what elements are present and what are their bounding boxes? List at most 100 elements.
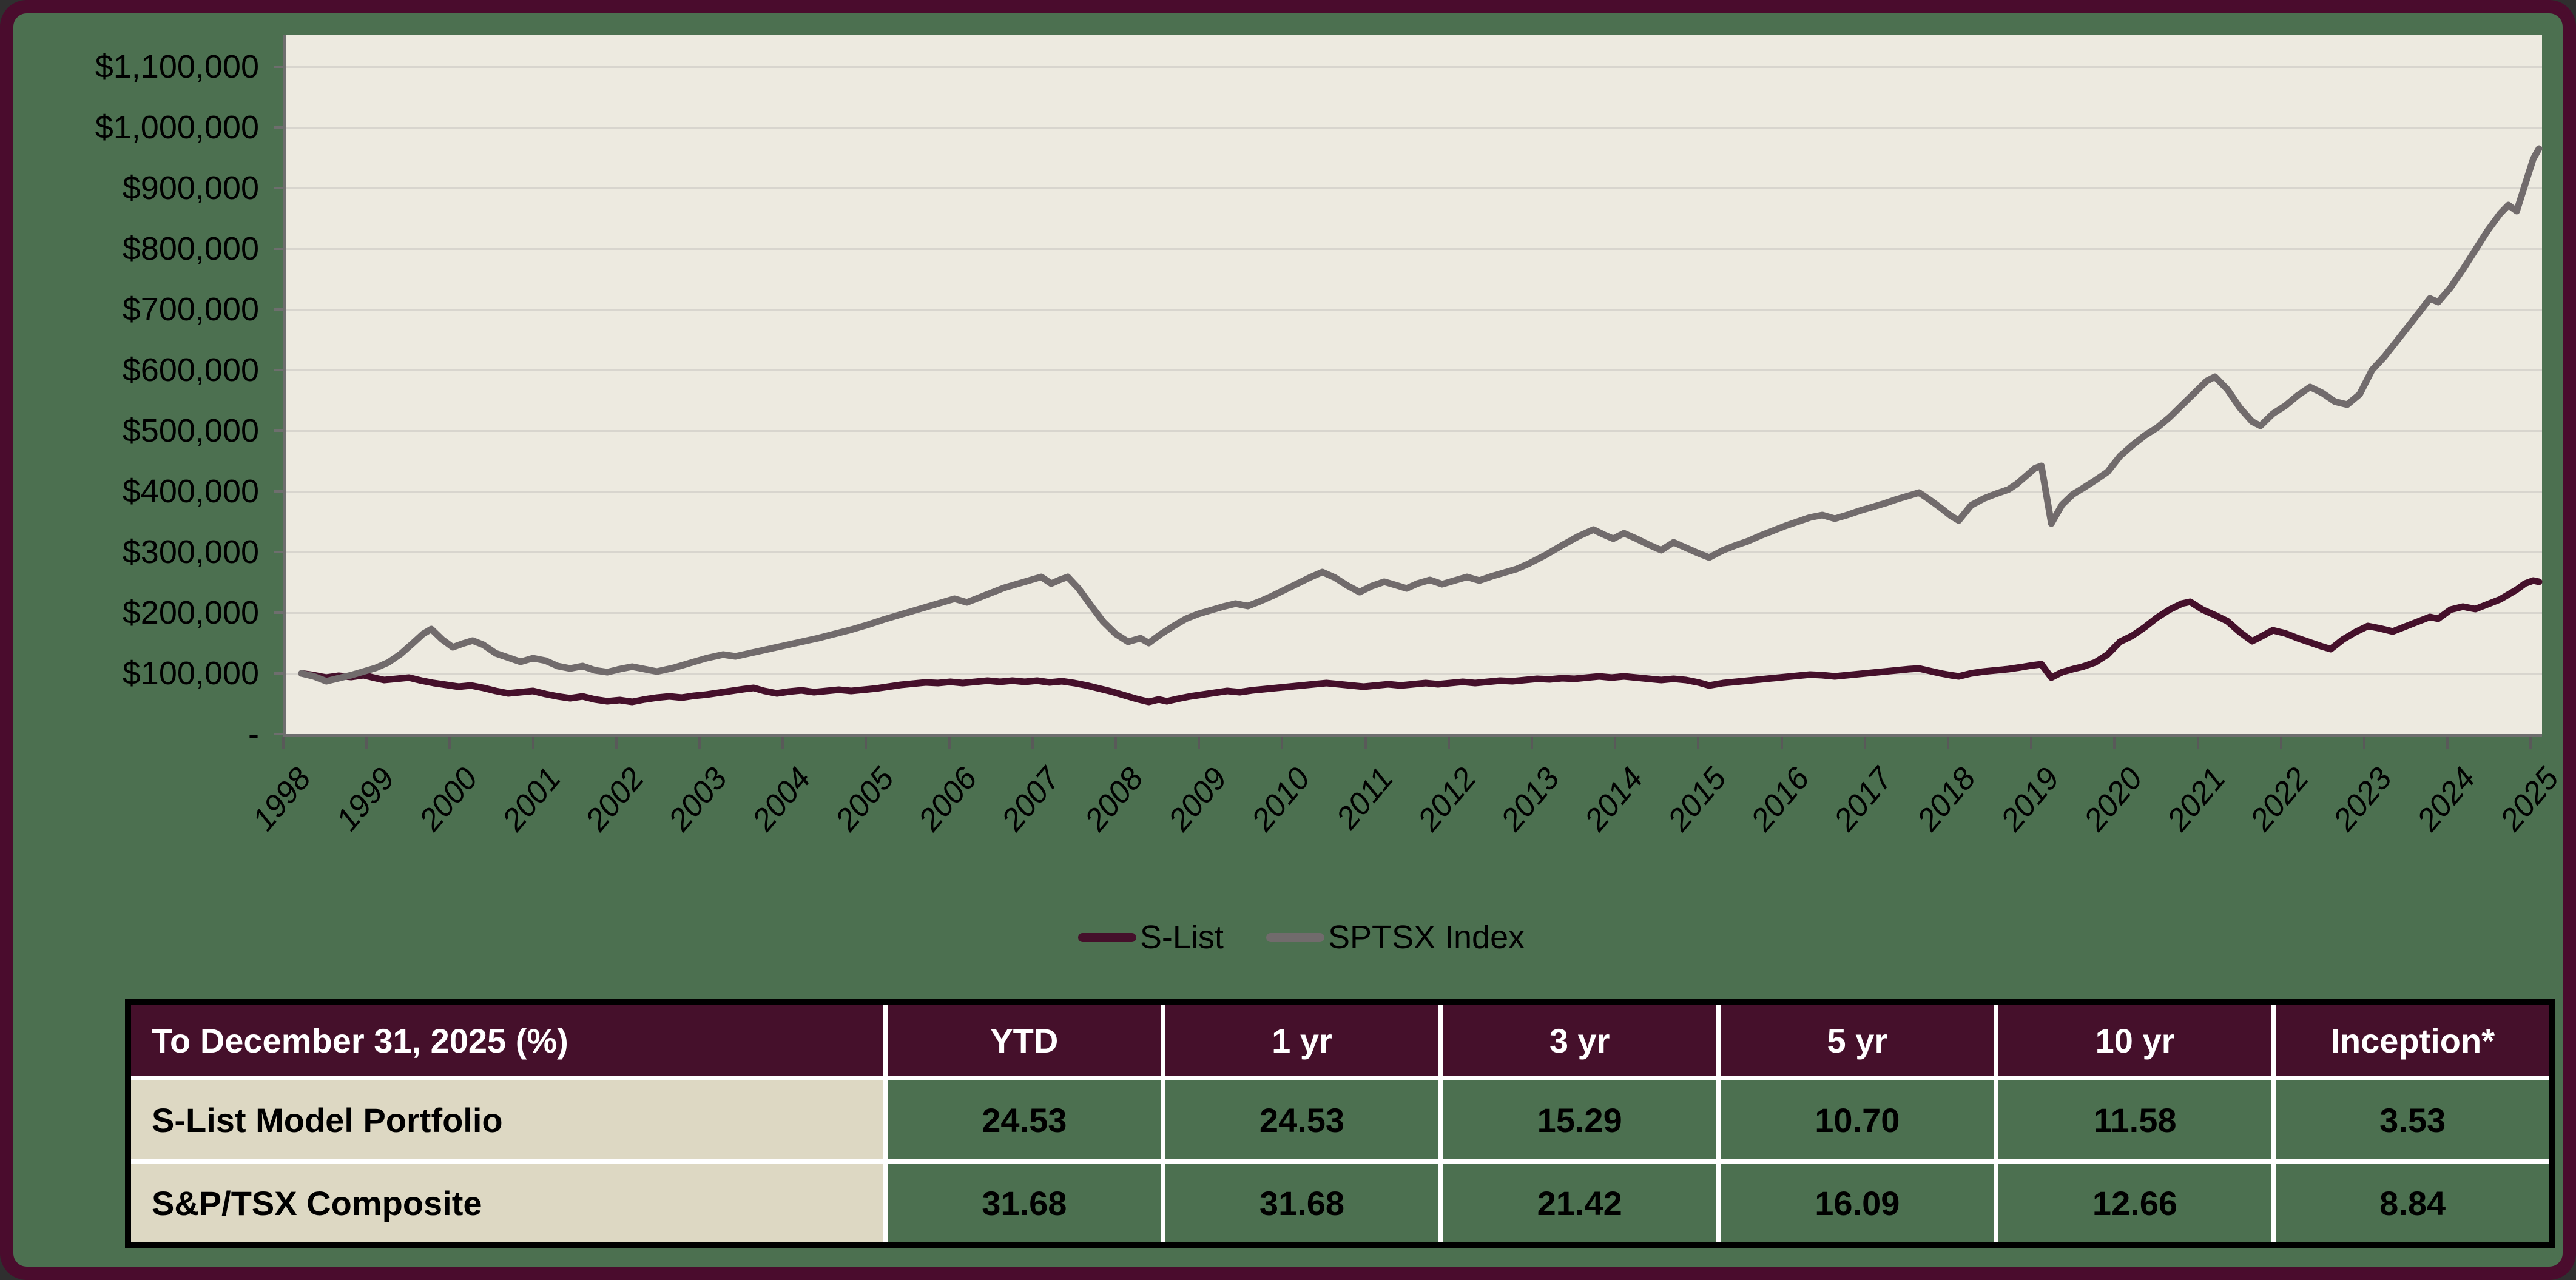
legend-item-s-list: S-List [1077,918,1224,956]
gridline [286,127,2542,129]
row-label-sptsx-composite: S&P/TSX Composite [131,1164,883,1242]
x-axis-label: 2018 [1910,761,1983,838]
x-axis-label: 2010 [1244,761,1317,838]
x-axis-tick [1364,737,1367,749]
x-axis-label: 2020 [2077,761,2149,838]
x-axis-label: 2011 [1329,761,1400,836]
s-list-1yr-value: 24.53 [1165,1080,1439,1159]
table-header-inception: Inception* [2276,1005,2549,1076]
table-header-3yr: 3 yr [1443,1005,1716,1076]
gridline [286,309,2542,311]
x-axis-label: 2024 [2410,761,2483,838]
s-list-5yr-value: 10.70 [1720,1080,1994,1159]
y-axis-tick [274,308,283,311]
x-axis-label: 2003 [662,761,735,838]
x-axis-label: 2001 [496,761,568,838]
legend-label-s-list: S-List [1139,919,1224,955]
y-axis-tick [274,551,283,553]
x-axis-label: 1999 [329,761,402,838]
y-axis-label: $1,100,000 [95,49,259,85]
x-axis-label: 2007 [995,761,1068,838]
y-axis-label: - [248,716,259,752]
y-axis-tick [274,490,283,493]
gridline [286,369,2542,371]
x-axis-tick [615,737,618,749]
y-axis-tick [274,369,283,371]
gridline [286,673,2542,675]
x-axis-tick [2363,737,2365,749]
x-axis-tick [2196,737,2199,749]
table-header-1yr: 1 yr [1165,1005,1439,1076]
x-axis-label: 2023 [2327,761,2399,838]
row-label-s-list-model-portfolio: S-List Model Portfolio [131,1080,883,1159]
sptsx-5yr-value: 16.09 [1720,1164,1994,1242]
gridline [286,491,2542,493]
x-axis-tick [1531,737,1533,749]
s-list-inception-value: 3.53 [2276,1080,2549,1159]
x-axis-tick [2279,737,2282,749]
performance-table: To December 31, 2025 (%) YTD 1 yr 3 yr 5… [125,999,2555,1248]
s-list-10yr-value: 11.58 [1998,1080,2272,1159]
x-axis-tick [1947,737,1949,749]
sptsx-ytd-value: 31.68 [888,1164,1161,1242]
x-axis-label: 2013 [1494,761,1567,838]
x-axis-tick [865,737,868,749]
sptsx-line-swatch-icon [1266,932,1324,942]
x-axis-tick [2529,737,2532,749]
y-axis-tick [274,611,283,614]
x-axis-label: 1998 [246,761,319,838]
sptsx-1yr-value: 31.68 [1165,1164,1439,1242]
y-axis-label: $300,000 [122,534,259,570]
table-header-period: To December 31, 2025 (%) [131,1005,883,1076]
y-axis-tick [274,672,283,675]
x-axis-label: 2006 [912,761,984,838]
y-axis-label: $100,000 [122,655,259,692]
x-axis-tick [1863,737,1866,749]
x-axis-label: 2009 [1161,761,1234,838]
y-axis-label: $800,000 [122,231,259,267]
x-axis-tick [2446,737,2449,749]
gridline [286,66,2542,68]
gridline [286,248,2542,250]
y-axis-label: $1,000,000 [95,109,259,146]
x-axis-label: 2000 [412,761,485,838]
y-axis-label: $500,000 [122,413,259,449]
y-axis-label: $200,000 [122,595,259,631]
x-axis-label: 2004 [745,761,818,838]
sptsx-3yr-value: 21.42 [1443,1164,1716,1242]
s-list-3yr-value: 15.29 [1443,1080,1716,1159]
x-axis-label: 2016 [1744,761,1816,838]
x-axis-label: 2012 [1411,761,1484,838]
y-axis-tick [274,66,283,68]
x-axis-tick [1114,737,1117,749]
x-axis-tick [1447,737,1450,749]
y-axis-label: $900,000 [122,170,259,206]
x-axis-label: 2008 [1078,761,1151,838]
sptsx-inception-value: 8.84 [2276,1164,2549,1242]
y-axis-label: $600,000 [122,352,259,388]
growth-of-100k-chart: $1,100,000 $1,000,000 $900,000 $800,000 $700… [13,13,2566,984]
legend-label-sptsx: SPTSX Index [1327,919,1525,955]
x-axis-label: 2025 [2493,761,2566,838]
x-axis-tick [1281,737,1284,749]
table-header-10yr: 10 yr [1998,1005,2272,1076]
y-axis-tick [274,248,283,250]
chart-plot-area [283,35,2542,737]
gridline [286,551,2542,553]
y-axis-tick [274,187,283,189]
x-axis-label: 2017 [1827,761,1900,838]
x-axis-tick [1031,737,1034,749]
y-axis-label: $700,000 [122,291,259,328]
x-axis-tick [365,737,368,749]
x-axis-label: 2002 [579,761,652,838]
x-axis-tick [1780,737,1783,749]
x-axis-tick [2030,737,2033,749]
chart-legend: S-List SPTSX Index [13,918,2563,956]
y-axis-tick [274,429,283,432]
x-axis-tick [282,737,285,749]
y-axis-label: $400,000 [122,473,259,510]
legend-item-sptsx: SPTSX Index [1266,918,1525,956]
x-axis-tick [448,737,451,749]
y-axis: $1,100,000 $1,000,000 $900,000 $800,000 $700… [13,13,283,772]
